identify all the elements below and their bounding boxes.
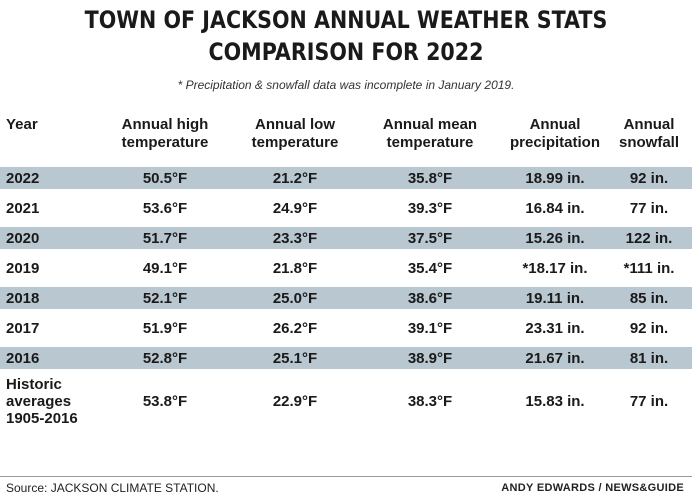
cell-snowfall: 122 in. (625, 229, 673, 247)
table-row-2017: 2017 51.9°F 26.2°F 39.1°F 23.31 in. 92 i… (0, 312, 692, 344)
cell-low: 25.1°F (272, 349, 318, 367)
cell-year: 2022 (6, 169, 40, 187)
header-annual-high: Annual high temperature (121, 116, 209, 151)
cell-year: 2021 (6, 199, 40, 217)
cell-snowfall: *111 in. (623, 259, 675, 277)
cell-precipitation: 21.67 in. (525, 349, 585, 367)
table-row-2018: 2018 52.1°F 25.0°F 38.6°F 19.11 in. 85 i… (0, 287, 692, 309)
cell-low: 26.2°F (272, 319, 318, 337)
cell-low: 23.3°F (272, 229, 318, 247)
header-annual-low: Annual low temperature (251, 116, 339, 151)
cell-mean: 38.9°F (407, 349, 453, 367)
cell-low: 25.0°F (272, 289, 318, 307)
cell-low: 22.9°F (272, 392, 318, 410)
cell-low: 24.9°F (272, 199, 318, 217)
title-line-2: COMPARISON FOR 2022 (208, 38, 484, 66)
cell-mean: 35.4°F (407, 259, 453, 277)
cell-precipitation: 15.26 in. (525, 229, 585, 247)
chart-title: TOWN OF JACKSON ANNUAL WEATHER STATS COM… (48, 0, 643, 68)
cell-high: 49.1°F (142, 259, 188, 277)
cell-mean: 38.6°F (407, 289, 453, 307)
cell-snowfall: 92 in. (629, 319, 669, 337)
cell-mean: 39.1°F (407, 319, 453, 337)
header-annual-snowfall: Annual snowfall (618, 116, 679, 151)
cell-high: 50.5°F (142, 169, 188, 187)
cell-high: 51.9°F (142, 319, 188, 337)
cell-precipitation: 18.99 in. (525, 169, 585, 187)
weather-stats-table: Year Annual high temperature Annual low … (0, 108, 692, 430)
cell-year: 2020 (6, 229, 40, 247)
footer: Source: JACKSON CLIMATE STATION. ANDY ED… (0, 476, 692, 500)
table-header-row: Year Annual high temperature Annual low … (0, 108, 692, 164)
cell-snowfall: 85 in. (629, 289, 669, 307)
cell-precipitation: 19.11 in. (525, 289, 585, 307)
cell-low: 21.8°F (272, 259, 318, 277)
source-text: Source: JACKSON CLIMATE STATION. (6, 481, 219, 495)
cell-year: 2019 (6, 259, 40, 277)
cell-snowfall: 92 in. (629, 169, 669, 187)
cell-snowfall: 81 in. (629, 349, 669, 367)
cell-precipitation: 23.31 in. (525, 319, 585, 337)
cell-mean: 38.3°F (407, 392, 453, 410)
cell-mean: 39.3°F (407, 199, 453, 217)
cell-precipitation: 15.83 in. (525, 392, 585, 410)
cell-high: 52.8°F (142, 349, 188, 367)
table-row-2022: 2022 50.5°F 21.2°F 35.8°F 18.99 in. 92 i… (0, 167, 692, 189)
cell-year: 2018 (6, 289, 40, 307)
table-row-2019: 2019 49.1°F 21.8°F 35.4°F *18.17 in. *11… (0, 252, 692, 284)
cell-high: 51.7°F (142, 229, 188, 247)
table-row-historic-averages: Historic averages 1905-2016 53.8°F 22.9°… (0, 372, 692, 430)
cell-mean: 35.8°F (407, 169, 453, 187)
table-row-2016: 2016 52.8°F 25.1°F 38.9°F 21.67 in. 81 i… (0, 347, 692, 369)
header-annual-mean: Annual mean temperature (382, 116, 478, 151)
cell-high: 53.8°F (142, 392, 188, 410)
header-year: Year (6, 116, 38, 133)
header-annual-precipitation: Annual precipitation (509, 116, 600, 151)
table-row-2020: 2020 51.7°F 23.3°F 37.5°F 15.26 in. 122 … (0, 227, 692, 249)
cell-mean: 37.5°F (407, 229, 453, 247)
cell-year: Historic averages 1905-2016 (6, 375, 78, 427)
title-line-1: TOWN OF JACKSON ANNUAL WEATHER STATS (84, 6, 608, 34)
cell-precipitation: *18.17 in. (522, 259, 588, 277)
table-row-2021: 2021 53.6°F 24.9°F 39.3°F 16.84 in. 77 i… (0, 192, 692, 224)
cell-snowfall: 77 in. (629, 199, 669, 217)
cell-high: 53.6°F (142, 199, 188, 217)
credit-text: ANDY EDWARDS / NEWS&GUIDE (501, 482, 684, 494)
cell-year: 2016 (6, 349, 40, 367)
cell-snowfall: 77 in. (629, 392, 669, 410)
cell-high: 52.1°F (142, 289, 188, 307)
cell-precipitation: 16.84 in. (525, 199, 585, 217)
cell-low: 21.2°F (272, 169, 318, 187)
footnote: * Precipitation & snowfall data was inco… (177, 78, 515, 92)
cell-year: 2017 (6, 319, 40, 337)
